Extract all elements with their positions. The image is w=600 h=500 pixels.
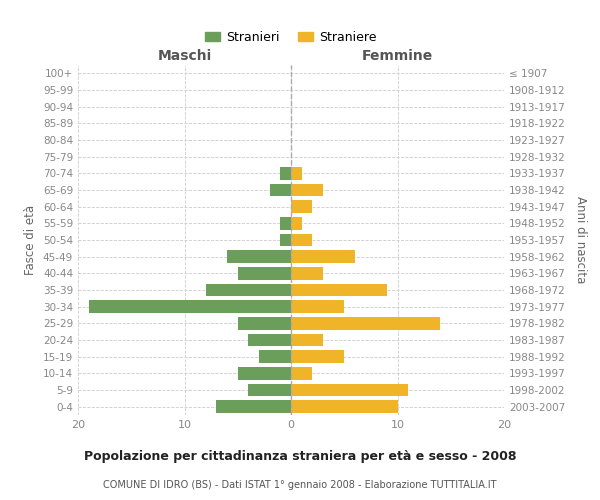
Bar (217, 400, 291, 413)
Bar (291, 300, 344, 313)
Bar (291, 367, 313, 380)
Bar (238, 317, 291, 330)
Bar (291, 200, 313, 213)
Bar (291, 234, 313, 246)
Bar (291, 167, 302, 179)
Bar (238, 367, 291, 380)
Bar (291, 334, 323, 346)
Bar (270, 184, 291, 196)
Bar (238, 267, 291, 280)
Bar (227, 250, 291, 263)
Bar (89, 300, 291, 313)
Bar (248, 334, 291, 346)
Y-axis label: Fasce di età: Fasce di età (25, 205, 37, 275)
Text: Popolazione per cittadinanza straniera per età e sesso - 2008: Popolazione per cittadinanza straniera p… (84, 450, 516, 463)
Text: COMUNE DI IDRO (BS) - Dati ISTAT 1° gennaio 2008 - Elaborazione TUTTITALIA.IT: COMUNE DI IDRO (BS) - Dati ISTAT 1° genn… (103, 480, 497, 490)
Bar (291, 250, 355, 263)
Bar (291, 284, 387, 296)
Bar (291, 267, 323, 280)
Bar (259, 350, 291, 363)
Bar (291, 317, 440, 330)
Bar (291, 217, 302, 230)
Bar (206, 284, 291, 296)
Bar (248, 384, 291, 396)
Bar (280, 217, 291, 230)
Text: Femmine: Femmine (362, 48, 433, 62)
Bar (291, 384, 408, 396)
Text: Maschi: Maschi (157, 48, 212, 62)
Y-axis label: Anni di nascita: Anni di nascita (574, 196, 587, 284)
Bar (291, 350, 344, 363)
Legend: Stranieri, Straniere: Stranieri, Straniere (200, 26, 382, 49)
Bar (291, 400, 398, 413)
Bar (291, 184, 323, 196)
Bar (280, 234, 291, 246)
Bar (280, 167, 291, 179)
